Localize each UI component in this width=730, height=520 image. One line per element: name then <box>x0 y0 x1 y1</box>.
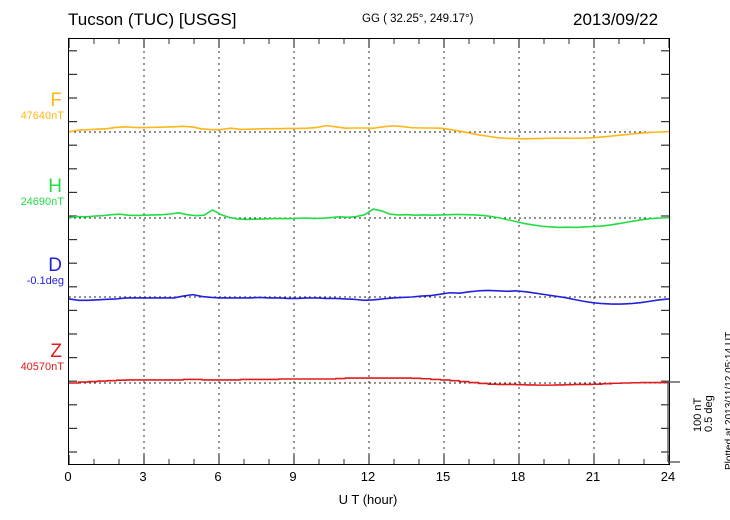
trace-d <box>69 289 669 305</box>
x-axis-tick-label: 9 <box>289 469 297 484</box>
geographic-coordinates: GG ( 32.25°, 249.17°) <box>362 13 474 25</box>
component-label-f: F 47640nT <box>21 91 66 123</box>
page-title: Tucson (TUC) [USGS] <box>68 10 237 29</box>
observation-date: 2013/09/22 <box>573 10 659 29</box>
trace-z <box>69 377 669 386</box>
x-axis-tick-label: 6 <box>214 469 222 484</box>
x-axis-tick-label: 24 <box>660 469 676 484</box>
component-symbol: D <box>48 255 62 276</box>
component-symbol: F <box>50 90 62 111</box>
plotted-at-timestamp: Plotted at 2013/11/12 05:14 UT <box>724 331 730 470</box>
component-baseline-value: 40570nT <box>20 361 64 373</box>
component-baseline-value: 24690nT <box>20 196 64 208</box>
x-axis-tick-label: 0 <box>64 469 72 484</box>
scale-bar-deg-label: 0.5 deg <box>703 395 715 432</box>
x-axis-tick-label: 3 <box>139 469 147 484</box>
component-label-d: D -0.1deg <box>27 256 66 288</box>
x-axis-tick-label: 12 <box>360 469 376 484</box>
component-symbol: H <box>48 176 62 197</box>
scale-bar-icon <box>667 381 680 463</box>
trace-f <box>69 124 669 140</box>
component-label-h: H 24690nT <box>21 177 66 209</box>
component-baseline-value: -0.1deg <box>26 275 64 287</box>
x-axis-title: U T (hour) <box>338 492 398 507</box>
x-axis-tick-label: 15 <box>435 469 451 484</box>
x-axis-tick-label: 18 <box>510 469 526 484</box>
trace-h <box>69 208 669 229</box>
component-symbol: Z <box>50 341 62 362</box>
x-axis-tick-label: 21 <box>585 469 601 484</box>
magnetogram-traces <box>69 39 669 464</box>
component-label-z: Z 40570nT <box>21 342 66 374</box>
magnetogram-plot-area <box>68 38 670 465</box>
component-baseline-value: 47640nT <box>20 110 64 122</box>
